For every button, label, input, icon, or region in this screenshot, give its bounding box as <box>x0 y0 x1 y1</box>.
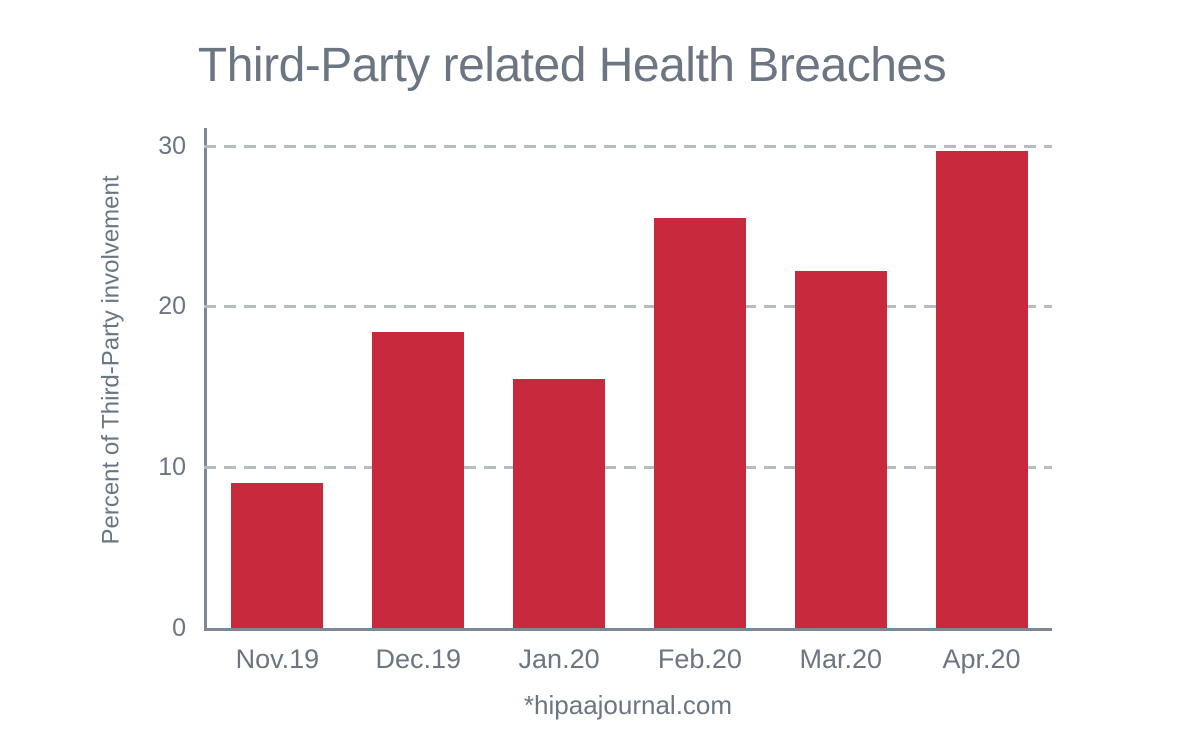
bar-slot <box>348 128 489 628</box>
x-tick-label: Jan.20 <box>518 644 600 674</box>
bars-container <box>207 128 1052 628</box>
bar-slot <box>911 128 1052 628</box>
x-tick-label: Apr.20 <box>942 644 1021 674</box>
bar-slot <box>629 128 770 628</box>
y-tick-label: 30 <box>158 132 186 160</box>
bar-Mar.20 <box>794 271 887 628</box>
bar-Jan.20 <box>513 379 606 628</box>
bar-slot <box>770 128 911 628</box>
x-tick-label: Nov.19 <box>235 644 320 674</box>
x-axis-line <box>204 628 1052 631</box>
y-axis-tick-labels: 0 10 20 30 <box>96 128 186 642</box>
x-tick-label: Feb.20 <box>657 644 742 674</box>
bar-Feb.20 <box>653 218 746 628</box>
bar-Dec.19 <box>372 332 465 628</box>
gridline <box>204 305 1052 308</box>
y-tick-label: 20 <box>158 292 186 320</box>
bar-Nov.19 <box>231 483 324 628</box>
bar-slot <box>207 128 348 628</box>
bar-Apr.20 <box>935 151 1028 628</box>
x-tick-label: Mar.20 <box>799 644 882 674</box>
y-tick-label: 10 <box>158 453 186 481</box>
gridline <box>204 466 1052 469</box>
plot-area <box>204 128 1052 628</box>
source-note: *hipaajournal.com <box>523 690 733 720</box>
bar-slot <box>489 128 630 628</box>
x-axis-tick-labels: Nov.19 Dec.19 Jan.20 Feb.20 Mar.20 Apr.20 <box>207 644 1052 675</box>
y-axis-line <box>204 128 207 631</box>
y-tick-label: 0 <box>172 614 186 642</box>
gridline <box>204 145 1052 148</box>
chart-title: Third-Party related Health Breaches <box>197 39 947 92</box>
x-tick-label: Dec.19 <box>375 644 462 674</box>
